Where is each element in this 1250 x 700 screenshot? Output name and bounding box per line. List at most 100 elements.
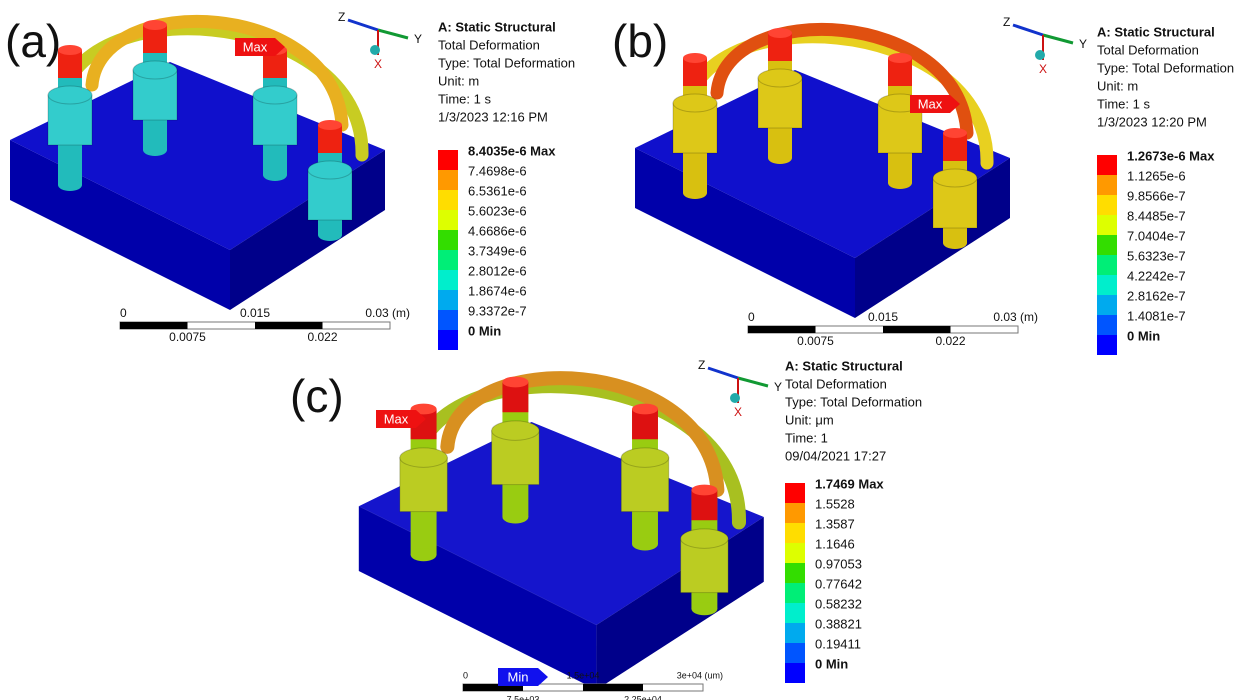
legend-swatch <box>438 230 458 250</box>
collar-top <box>621 448 669 467</box>
triad-ball <box>370 45 380 55</box>
axis-label: Z <box>1003 15 1010 29</box>
scale-bar-dark <box>883 326 951 333</box>
legend-label: 6.5361e-6 <box>468 183 527 198</box>
legend-label: 1.1265e-6 <box>1127 168 1186 183</box>
info-line: Unit: m <box>1097 78 1138 93</box>
legend-swatch <box>438 170 458 190</box>
legend-swatch <box>1097 335 1117 355</box>
legend-label: 5.6023e-6 <box>468 203 527 218</box>
collar-top <box>400 448 448 467</box>
pillar-base <box>768 152 792 164</box>
scale-label: 2.25e+04 <box>624 694 662 700</box>
scale-label: 0.022 <box>307 330 337 344</box>
collar-top <box>758 69 802 87</box>
info-title: A: Static Structural <box>438 19 556 34</box>
pillar-base <box>683 187 707 199</box>
axis-z <box>348 20 378 30</box>
pillar-base <box>888 177 912 189</box>
collar-top <box>308 161 352 179</box>
legend-label: 4.2242e-7 <box>1127 268 1186 283</box>
legend-label: 0 Min <box>468 323 501 338</box>
axis-label: Z <box>698 358 705 372</box>
legend-swatch <box>438 210 458 230</box>
model <box>10 20 385 310</box>
info-line: Unit: μm <box>785 412 834 427</box>
axis-label: Y <box>414 32 422 46</box>
collar-top <box>681 529 729 548</box>
scale-label: 7.5e+03 <box>507 694 540 700</box>
info-line: 1/3/2023 12:20 PM <box>1097 114 1207 129</box>
legend-label: 9.8566e-7 <box>1127 188 1186 203</box>
legend-label: 3.7349e-6 <box>468 243 527 258</box>
legend-swatch <box>1097 155 1117 175</box>
probe-arrow <box>538 668 548 686</box>
legend-swatch <box>438 150 458 170</box>
scale-label: 0.015 <box>868 310 898 324</box>
legend-swatch <box>785 603 805 623</box>
legend-label: 0 Min <box>815 656 848 671</box>
legend-swatch <box>438 190 458 210</box>
axis-label: X <box>374 57 382 71</box>
info-line: Unit: m <box>438 73 479 88</box>
collar-top <box>133 61 177 79</box>
legend-label: 0.97053 <box>815 556 862 571</box>
collar-top <box>492 421 540 440</box>
triad-ball <box>730 393 740 403</box>
legend-label: 0.58232 <box>815 596 862 611</box>
info-line: Time: 1 s <box>438 91 491 106</box>
panel-label: (c) <box>290 370 344 422</box>
scale-label: 0 <box>463 670 468 680</box>
pillar-base <box>263 169 287 181</box>
probe-label: Max <box>918 96 943 111</box>
pillar-cap <box>143 20 167 30</box>
scale-label: 0 <box>748 310 755 324</box>
pillar-cap <box>632 404 658 415</box>
legend-swatch <box>785 563 805 583</box>
pillar-cap <box>691 485 717 496</box>
scale-bar-dark <box>583 684 643 691</box>
scale-label: 0.0075 <box>169 330 206 344</box>
pillar-base <box>318 229 342 241</box>
probe-label: Min <box>508 669 529 684</box>
axis-y <box>738 378 768 386</box>
pillar-cap <box>58 45 82 55</box>
legend-swatch <box>1097 295 1117 315</box>
legend-label: 8.4485e-7 <box>1127 208 1186 223</box>
axis-y <box>1043 35 1073 43</box>
legend-swatch <box>785 583 805 603</box>
collar-top <box>48 86 92 104</box>
legend-swatch <box>1097 255 1117 275</box>
axis-y <box>378 30 408 38</box>
scale-label: 3e+04 (um) <box>677 670 723 680</box>
legend-label: 1.8674e-6 <box>468 283 527 298</box>
panel-label: (b) <box>612 15 668 67</box>
collar-top <box>933 169 977 187</box>
collar-top <box>253 86 297 104</box>
info-title: A: Static Structural <box>785 358 903 373</box>
legend-swatch <box>438 290 458 310</box>
legend-swatch <box>1097 195 1117 215</box>
pillar-cap <box>683 53 707 63</box>
legend-swatch <box>1097 235 1117 255</box>
panel-label: (a) <box>5 15 61 67</box>
collar-top <box>673 94 717 112</box>
legend-swatch <box>785 623 805 643</box>
pillar-cap <box>318 120 342 130</box>
info-line: 09/04/2021 17:27 <box>785 448 886 463</box>
pillar-cap <box>943 128 967 138</box>
scale-label: 0.0075 <box>797 334 834 348</box>
legend-swatch <box>1097 215 1117 235</box>
scale-bar-dark <box>748 326 816 333</box>
scale-bar-dark <box>255 322 323 329</box>
info-line: Total Deformation <box>438 37 540 52</box>
legend-swatch <box>785 663 805 683</box>
axis-z <box>1013 25 1043 35</box>
axis-label: X <box>1039 62 1047 76</box>
triad-ball <box>1035 50 1045 60</box>
axis-label: X <box>734 405 742 419</box>
legend-label: 0 Min <box>1127 328 1160 343</box>
legend-label: 0.38821 <box>815 616 862 631</box>
axis-label: Z <box>338 10 345 24</box>
legend-label: 2.8012e-6 <box>468 263 527 278</box>
